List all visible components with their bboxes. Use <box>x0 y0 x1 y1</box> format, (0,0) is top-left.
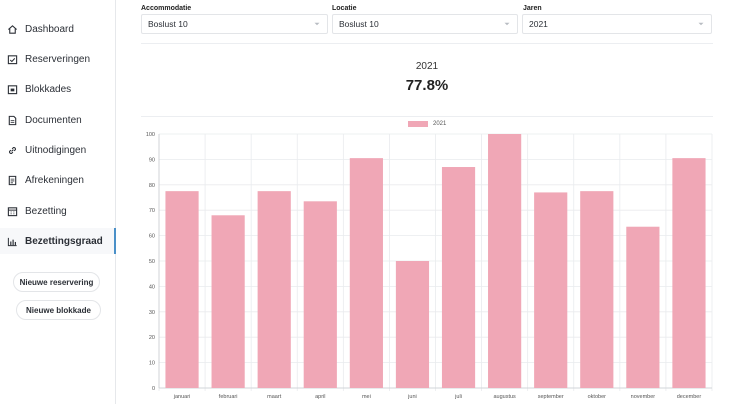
sidebar-item-label: Bezettingsgraad <box>25 235 103 247</box>
y-tick-label: 100 <box>146 132 155 138</box>
bar-augustus <box>488 134 522 388</box>
sidebar-item-uitnodigingen[interactable]: Uitnodigingen <box>0 137 115 163</box>
bar-oktober <box>580 191 614 388</box>
sidebar-item-label: Documenten <box>25 114 82 126</box>
sidebar-item-bezettingsgraad[interactable]: Bezettingsgraad <box>0 228 116 254</box>
bar-juni <box>395 261 430 388</box>
locatie-value: Boslust 10 <box>339 19 379 29</box>
sidebar-item-bezetting[interactable]: Bezetting <box>0 198 115 224</box>
sidebar-item-label: Afrekeningen <box>25 174 84 186</box>
x-tick-label: augustus <box>493 394 516 400</box>
y-tick-label: 30 <box>149 310 155 316</box>
x-tick-label: januari <box>173 394 191 400</box>
bar-juli <box>441 167 476 388</box>
sidebar-item-label: Uitnodigingen <box>25 144 87 156</box>
bar-november <box>626 226 660 388</box>
new-reservation-button[interactable]: Nieuwe reservering <box>13 272 100 292</box>
sidebar-item-afrekeningen[interactable]: Afrekeningen <box>0 167 115 193</box>
jaren-value: 2021 <box>529 19 548 29</box>
sidebar-item-dashboard[interactable]: Dashboard <box>0 16 115 42</box>
jaren-select[interactable]: 2021 <box>522 14 712 34</box>
y-tick-label: 90 <box>149 157 155 163</box>
bar-april <box>303 201 337 388</box>
bar-mei <box>349 158 383 388</box>
sidebar-item-label: Blokkades <box>25 83 72 95</box>
chevron-down-icon <box>698 22 704 26</box>
locatie-select[interactable]: Boslust 10 <box>332 14 518 34</box>
calendar-check-icon <box>6 53 18 65</box>
receipt-icon <box>6 174 18 186</box>
sidebar-item-label: Reserveringen <box>25 53 91 65</box>
locatie-label: Locatie <box>332 5 357 12</box>
bar-februari <box>211 215 245 388</box>
new-block-button[interactable]: Nieuwe blokkade <box>16 300 101 320</box>
legend-swatch <box>408 121 428 127</box>
y-tick-label: 80 <box>149 183 155 189</box>
accommodatie-select[interactable]: Boslust 10 <box>141 14 328 34</box>
sidebar-item-label: Bezetting <box>25 205 67 217</box>
document-icon <box>6 114 18 126</box>
chevron-down-icon <box>504 22 510 26</box>
accommodatie-label: Accommodatie <box>141 5 192 12</box>
y-tick-label: 40 <box>149 284 155 290</box>
bar-september <box>534 192 568 388</box>
x-tick-label: mei <box>362 394 371 400</box>
link-icon <box>6 144 18 156</box>
home-icon <box>6 23 18 35</box>
y-tick-label: 50 <box>149 259 155 265</box>
x-tick-label: maart <box>267 394 282 400</box>
x-tick-label: juli <box>454 394 462 400</box>
y-tick-label: 10 <box>149 361 155 367</box>
chart-legend: 2021 <box>408 121 446 127</box>
x-tick-label: april <box>315 394 325 400</box>
divider <box>141 43 713 44</box>
x-tick-label: februari <box>219 394 238 400</box>
legend-label: 2021 <box>433 121 447 127</box>
chevron-down-icon <box>314 22 320 26</box>
y-tick-label: 70 <box>149 208 155 214</box>
y-tick-label: 60 <box>149 234 155 240</box>
summary-year: 2021 <box>415 61 439 72</box>
y-tick-label: 20 <box>149 335 155 341</box>
sidebar-item-label: Dashboard <box>25 23 74 35</box>
x-tick-label: september <box>538 394 564 400</box>
calendar-grid-icon <box>6 205 18 217</box>
divider <box>141 116 713 117</box>
x-tick-label: december <box>677 394 702 400</box>
bar-december <box>672 158 706 388</box>
x-tick-label: oktober <box>588 394 607 400</box>
x-tick-label: november <box>631 394 656 400</box>
summary-percentage: 77.8% <box>405 77 449 94</box>
bar-januari <box>165 191 199 388</box>
bar-chart-icon <box>6 235 18 247</box>
sidebar-item-reserveringen[interactable]: Reserveringen <box>0 46 115 72</box>
sidebar: Dashboard Reserveringen Blokkades Docume… <box>0 0 116 404</box>
calendar-block-icon <box>6 83 18 95</box>
accommodatie-value: Boslust 10 <box>148 19 188 29</box>
x-tick-label: juni <box>407 394 417 400</box>
jaren-label: Jaren <box>523 5 542 12</box>
sidebar-item-documenten[interactable]: Documenten <box>0 107 115 133</box>
bar-maart <box>257 191 291 388</box>
sidebar-item-blokkades[interactable]: Blokkades <box>0 76 115 102</box>
y-tick-label: 0 <box>152 386 155 392</box>
